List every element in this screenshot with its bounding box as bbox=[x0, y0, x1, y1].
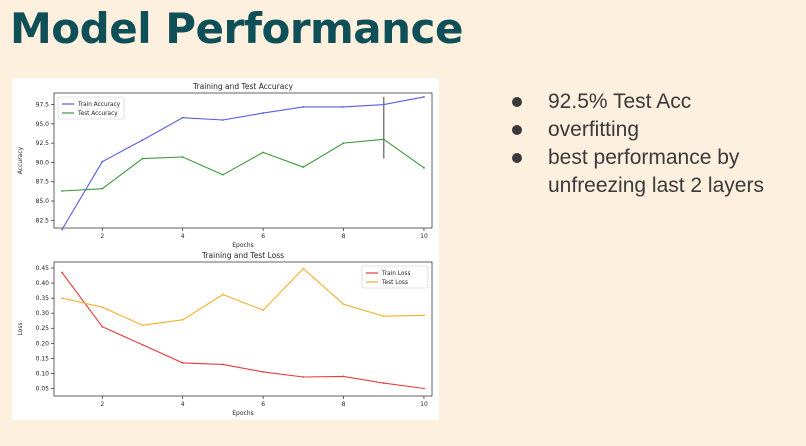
data-point-test-accuracy bbox=[181, 156, 184, 158]
data-point-test-loss bbox=[181, 318, 184, 321]
series-line-train-accuracy bbox=[61, 96, 425, 230]
y-tick-label: 0.45 bbox=[36, 265, 50, 272]
bullet-text: 92.5% Test Acc bbox=[548, 90, 692, 113]
data-point-test-loss bbox=[262, 309, 265, 312]
data-point-test-accuracy bbox=[262, 151, 265, 154]
data-point-test-accuracy bbox=[342, 142, 345, 145]
data-point-train-accuracy bbox=[61, 228, 63, 231]
chart-title: Training and Test Loss bbox=[201, 251, 284, 260]
data-point-test-loss bbox=[382, 315, 385, 318]
y-tick-label: 97.5 bbox=[36, 102, 50, 109]
data-point-train-accuracy bbox=[101, 160, 104, 163]
bullet-text: best performance by unfreezing last 2 la… bbox=[548, 146, 764, 197]
data-point-train-loss bbox=[302, 376, 305, 378]
y-tick-label: 85.0 bbox=[36, 198, 50, 205]
data-point-train-loss bbox=[262, 371, 265, 373]
y-tick-label: 0.35 bbox=[36, 295, 50, 302]
data-point-test-loss bbox=[302, 267, 305, 270]
y-tick-label: 0.20 bbox=[36, 340, 50, 347]
series-line-test-loss bbox=[61, 267, 425, 326]
y-tick-label: 92.5 bbox=[36, 140, 50, 147]
y-tick-label: 0.40 bbox=[36, 280, 50, 287]
data-point-test-loss bbox=[342, 303, 345, 306]
data-point-train-loss bbox=[342, 375, 345, 378]
y-tick-label: 0.05 bbox=[36, 385, 50, 392]
data-point-train-loss bbox=[181, 361, 184, 364]
data-point-train-loss bbox=[61, 271, 63, 274]
plot-frame bbox=[53, 92, 433, 229]
chart-title: Training and Test Accuracy bbox=[192, 82, 293, 91]
data-point-test-accuracy bbox=[221, 173, 224, 176]
data-point-test-loss bbox=[141, 324, 144, 327]
data-point-test-accuracy bbox=[302, 166, 305, 168]
x-tick-label: 2 bbox=[100, 401, 104, 408]
data-point-train-accuracy bbox=[423, 95, 425, 98]
data-point-train-accuracy bbox=[262, 112, 265, 114]
data-point-test-accuracy bbox=[382, 138, 385, 141]
y-tick-label: 0.15 bbox=[36, 355, 50, 362]
x-axis-label: Epochs bbox=[232, 242, 254, 249]
data-point-test-loss bbox=[101, 306, 104, 309]
y-tick-label: 90.0 bbox=[36, 159, 50, 166]
data-point-train-accuracy bbox=[221, 119, 224, 121]
data-point-train-loss bbox=[382, 382, 385, 384]
data-point-train-loss bbox=[101, 325, 104, 328]
y-axis-label: Accuracy bbox=[17, 146, 24, 174]
legend-label: Test Accuracy bbox=[77, 111, 118, 117]
x-tick-label: 4 bbox=[181, 233, 185, 240]
bullet-item: overfitting bbox=[508, 116, 798, 144]
y-tick-label: 0.25 bbox=[36, 325, 50, 332]
data-point-test-accuracy bbox=[423, 166, 425, 169]
x-tick-label: 10 bbox=[420, 401, 428, 408]
x-tick-label: 8 bbox=[342, 233, 346, 240]
legend-label: Train Loss bbox=[381, 271, 410, 277]
y-axis-label: Loss bbox=[17, 322, 24, 335]
legend-box bbox=[57, 96, 125, 120]
data-point-test-loss bbox=[423, 314, 425, 317]
data-point-train-accuracy bbox=[302, 105, 305, 108]
data-point-test-accuracy bbox=[141, 157, 144, 160]
data-point-test-accuracy bbox=[61, 190, 63, 192]
x-tick-label: 4 bbox=[181, 401, 185, 408]
x-tick-label: 6 bbox=[261, 401, 265, 408]
series-line-test-accuracy bbox=[61, 138, 425, 192]
legend-label: Train Accuracy bbox=[77, 102, 121, 108]
y-tick-label: 87.5 bbox=[36, 179, 50, 186]
x-tick-label: 6 bbox=[261, 233, 265, 240]
x-axis-label: Epochs bbox=[232, 410, 254, 417]
data-point-test-accuracy bbox=[101, 187, 104, 190]
plot-frame bbox=[53, 261, 433, 397]
series-line-train-loss bbox=[61, 272, 425, 390]
bullet-item: 92.5% Test Acc bbox=[508, 88, 798, 116]
data-point-test-loss bbox=[61, 297, 63, 300]
y-tick-label: 95.0 bbox=[36, 121, 50, 128]
x-tick-label: 10 bbox=[420, 233, 428, 240]
slide-title: Model Performance bbox=[10, 4, 463, 53]
y-tick-label: 0.30 bbox=[36, 310, 50, 317]
data-point-train-loss bbox=[141, 343, 144, 346]
bullet-list: 92.5% Test Acc overfitting best performa… bbox=[508, 88, 798, 200]
y-tick-label: 82.5 bbox=[36, 217, 50, 224]
bullet-dot-icon bbox=[512, 153, 522, 163]
bullet-dot-icon bbox=[512, 125, 522, 135]
legend-box bbox=[361, 265, 429, 289]
data-point-train-loss bbox=[423, 387, 425, 390]
legend-label: Test Loss bbox=[381, 280, 408, 286]
bullet-text: overfitting bbox=[548, 118, 640, 141]
data-point-train-accuracy bbox=[342, 105, 345, 108]
data-point-train-accuracy bbox=[382, 103, 385, 106]
x-tick-label: 8 bbox=[342, 401, 346, 408]
x-tick-label: 2 bbox=[100, 233, 104, 240]
bullet-item: best performance by unfreezing last 2 la… bbox=[508, 144, 798, 200]
data-point-train-accuracy bbox=[181, 116, 184, 119]
data-point-train-loss bbox=[221, 363, 224, 366]
bullet-dot-icon bbox=[512, 97, 522, 107]
training-charts-svg: Training and Test Accuracy 2 4 6 8 10 82.5 85.0… bbox=[17, 82, 433, 417]
training-figure: Training and Test Accuracy 2 4 6 8 10 82.5 85.0… bbox=[12, 78, 439, 420]
data-point-test-loss bbox=[221, 293, 224, 296]
data-point-train-accuracy bbox=[141, 139, 144, 141]
y-tick-label: 0.10 bbox=[36, 370, 50, 377]
